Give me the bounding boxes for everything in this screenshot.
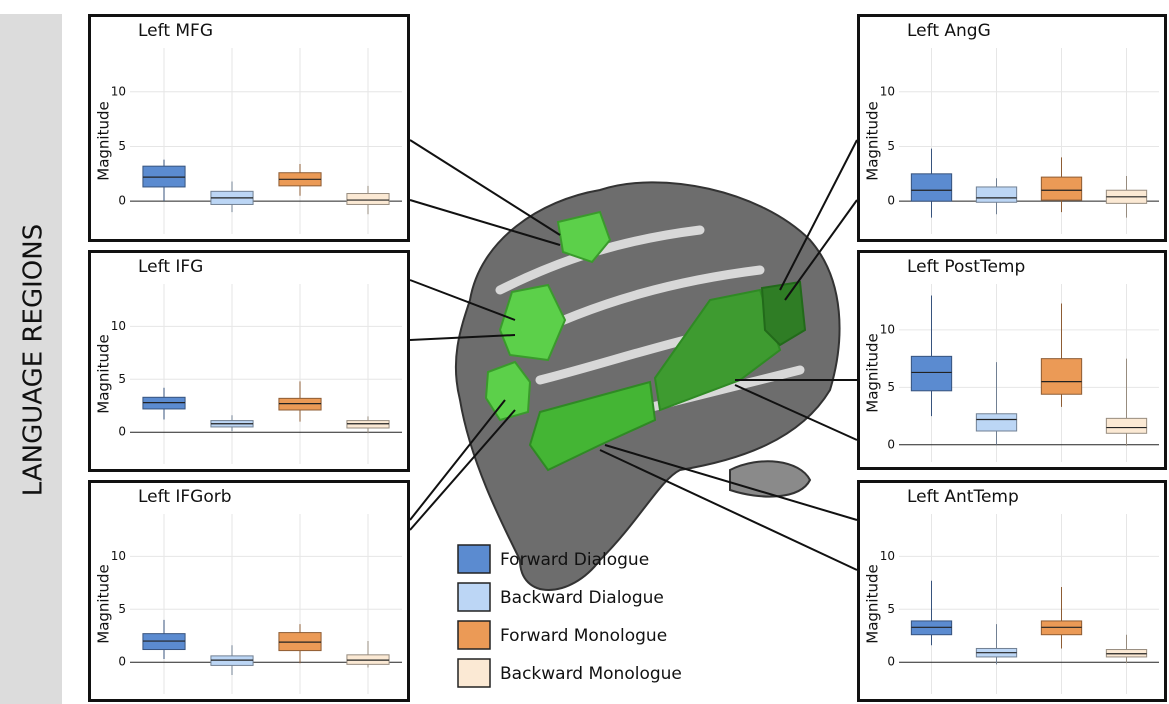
y-axis-label: Magnitude xyxy=(95,101,113,180)
box xyxy=(910,173,953,202)
y-axis-label: Magnitude xyxy=(95,564,113,643)
brain xyxy=(454,181,841,591)
panel-frame xyxy=(857,480,1167,702)
legend-label: Backward Monologue xyxy=(500,664,682,684)
panel-frame xyxy=(857,250,1167,470)
y-tick-label: 10 xyxy=(111,549,126,563)
y-tick-label: 5 xyxy=(118,602,126,616)
legend-swatch xyxy=(457,620,491,650)
y-tick-label: 0 xyxy=(887,655,895,669)
panel-title: Left AntTemp xyxy=(907,487,1019,507)
y-axis-label: Magnitude xyxy=(95,334,113,413)
y-axis-label: Magnitude xyxy=(864,333,882,412)
legend-label: Backward Dialogue xyxy=(500,588,664,608)
box xyxy=(1040,358,1083,395)
panel-title: Left IFGorb xyxy=(138,487,232,507)
box xyxy=(975,186,1018,203)
y-tick-label: 5 xyxy=(118,372,126,386)
box xyxy=(910,355,953,392)
y-tick-label: 5 xyxy=(118,139,126,153)
y-tick-label: 5 xyxy=(887,139,895,153)
y-tick-label: 0 xyxy=(887,437,895,451)
panel-frame xyxy=(88,250,410,472)
y-axis-label: Magnitude xyxy=(864,564,882,643)
legend-label: Forward Dialogue xyxy=(500,550,649,570)
y-tick-label: 10 xyxy=(111,319,126,333)
y-tick-label: 5 xyxy=(887,380,895,394)
panel-frame xyxy=(857,14,1167,242)
y-tick-label: 10 xyxy=(880,84,895,98)
panel-title: Left PostTemp xyxy=(907,257,1025,277)
panel-frame xyxy=(88,14,410,242)
connectors xyxy=(409,139,858,571)
box xyxy=(1040,176,1083,201)
y-tick-label: 0 xyxy=(118,655,126,669)
panel-frame xyxy=(88,480,410,702)
legend-label: Forward Monologue xyxy=(500,626,667,646)
box xyxy=(975,413,1018,432)
panel-title: Left AngG xyxy=(907,21,991,41)
y-tick-label: 0 xyxy=(887,194,895,208)
y-tick-label: 0 xyxy=(118,425,126,439)
y-tick-label: 5 xyxy=(887,602,895,616)
y-tick-label: 10 xyxy=(880,322,895,336)
legend-swatch xyxy=(457,544,491,574)
side-band xyxy=(0,14,62,704)
y-tick-label: 10 xyxy=(111,84,126,98)
legend-swatch xyxy=(457,582,491,612)
y-axis-label: Magnitude xyxy=(864,101,882,180)
y-tick-label: 10 xyxy=(880,549,895,563)
box xyxy=(1105,417,1148,434)
legend-swatch xyxy=(457,658,491,688)
side-label: LANGUAGE REGIONS xyxy=(19,224,49,496)
panel-title: Left MFG xyxy=(138,21,213,41)
box xyxy=(346,193,390,205)
panel-title: Left IFG xyxy=(138,257,203,277)
y-tick-label: 0 xyxy=(118,194,126,208)
